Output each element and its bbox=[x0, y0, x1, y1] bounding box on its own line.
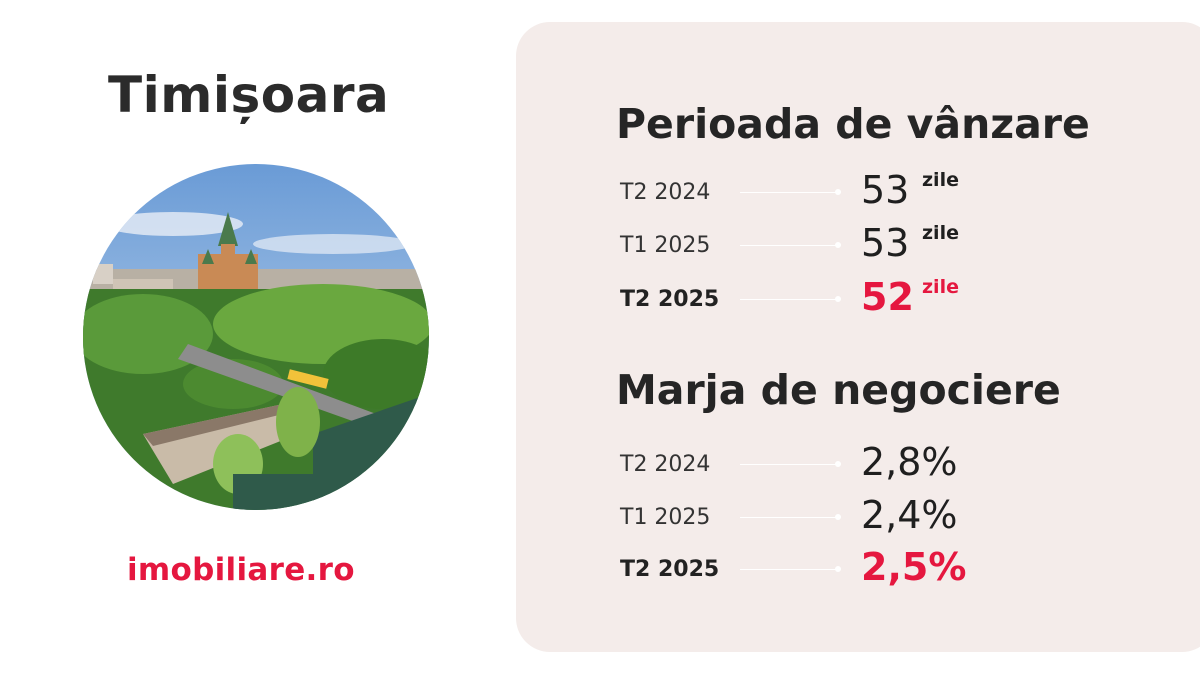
connector-dot bbox=[835, 461, 841, 467]
value: 2,5% bbox=[861, 545, 967, 589]
value: 2,4% bbox=[861, 493, 958, 537]
connector-line bbox=[740, 192, 838, 193]
value: 52 bbox=[861, 275, 914, 319]
period-label: T1 2025 bbox=[620, 233, 711, 258]
connector-dot bbox=[835, 296, 841, 302]
sale-period-row-highlight: T2 2025 52 zile bbox=[620, 275, 1140, 319]
connector-dot bbox=[835, 566, 841, 572]
sale-period-row: T2 2024 53 zile bbox=[620, 168, 1140, 212]
connector-line bbox=[740, 569, 838, 570]
section-title-negotiation-margin: Marja de negociere bbox=[616, 366, 1061, 414]
period-label: T2 2024 bbox=[620, 452, 711, 477]
period-label: T2 2024 bbox=[620, 180, 711, 205]
city-title: Timișoara bbox=[108, 66, 390, 124]
period-label: T2 2025 bbox=[620, 287, 720, 312]
negotiation-row: T2 2024 2,8% bbox=[620, 440, 1140, 484]
unit: zile bbox=[922, 276, 959, 298]
connector-line bbox=[740, 517, 838, 518]
connector-dot bbox=[835, 189, 841, 195]
negotiation-row-highlight: T2 2025 2,5% bbox=[620, 545, 1140, 589]
negotiation-row: T1 2025 2,4% bbox=[620, 493, 1140, 537]
connector-dot bbox=[835, 242, 841, 248]
sale-period-row: T1 2025 53 zile bbox=[620, 221, 1140, 265]
city-photo bbox=[83, 164, 429, 510]
value: 53 bbox=[861, 221, 910, 265]
imobiliare-logo[interactable]: imobiliare.ro bbox=[127, 552, 355, 588]
stats-panel bbox=[516, 22, 1200, 652]
connector-line bbox=[740, 464, 838, 465]
unit: zile bbox=[922, 169, 959, 191]
period-label: T1 2025 bbox=[620, 505, 711, 530]
connector-line bbox=[740, 299, 838, 300]
section-title-sale-period: Perioada de vânzare bbox=[616, 100, 1090, 148]
unit: zile bbox=[922, 222, 959, 244]
connector-dot bbox=[835, 514, 841, 520]
value: 53 bbox=[861, 168, 910, 212]
value: 2,8% bbox=[861, 440, 958, 484]
connector-line bbox=[740, 245, 838, 246]
period-label: T2 2025 bbox=[620, 557, 720, 582]
